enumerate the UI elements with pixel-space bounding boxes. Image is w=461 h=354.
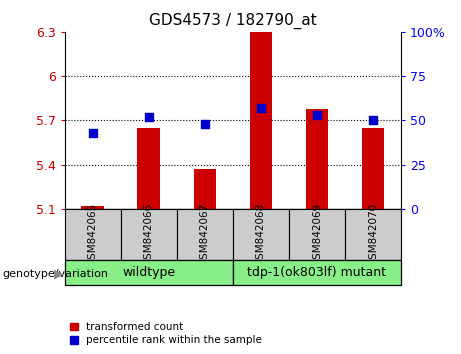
Bar [306, 109, 328, 209]
Bar [194, 169, 216, 209]
Point [369, 118, 377, 123]
Title: GDS4573 / 182790_at: GDS4573 / 182790_at [149, 13, 317, 29]
Legend: transformed count, percentile rank within the sample: transformed count, percentile rank withi… [70, 322, 262, 345]
Text: GSM842067: GSM842067 [200, 203, 210, 266]
Bar [177, 209, 233, 260]
Text: GSM842065: GSM842065 [88, 203, 98, 266]
Bar [345, 209, 401, 260]
Bar [65, 209, 121, 260]
Text: tdp-1(ok803lf) mutant: tdp-1(ok803lf) mutant [248, 266, 386, 279]
Text: wildtype: wildtype [122, 266, 175, 279]
Text: GSM842069: GSM842069 [312, 203, 322, 266]
Point [145, 114, 152, 120]
Point [201, 121, 208, 127]
Bar [65, 260, 233, 285]
Bar [137, 128, 160, 209]
Point [313, 112, 321, 118]
Text: GSM842068: GSM842068 [256, 203, 266, 266]
Bar [82, 206, 104, 209]
Bar [233, 260, 401, 285]
Bar [121, 209, 177, 260]
Text: genotype/variation: genotype/variation [2, 269, 108, 279]
Point [89, 130, 96, 136]
Bar [362, 128, 384, 209]
Bar [233, 209, 289, 260]
Bar [289, 209, 345, 260]
Text: ▶: ▶ [54, 268, 64, 281]
Text: GSM842070: GSM842070 [368, 203, 378, 266]
Text: GSM842066: GSM842066 [144, 203, 154, 266]
Point [257, 105, 265, 111]
Bar [250, 32, 272, 209]
